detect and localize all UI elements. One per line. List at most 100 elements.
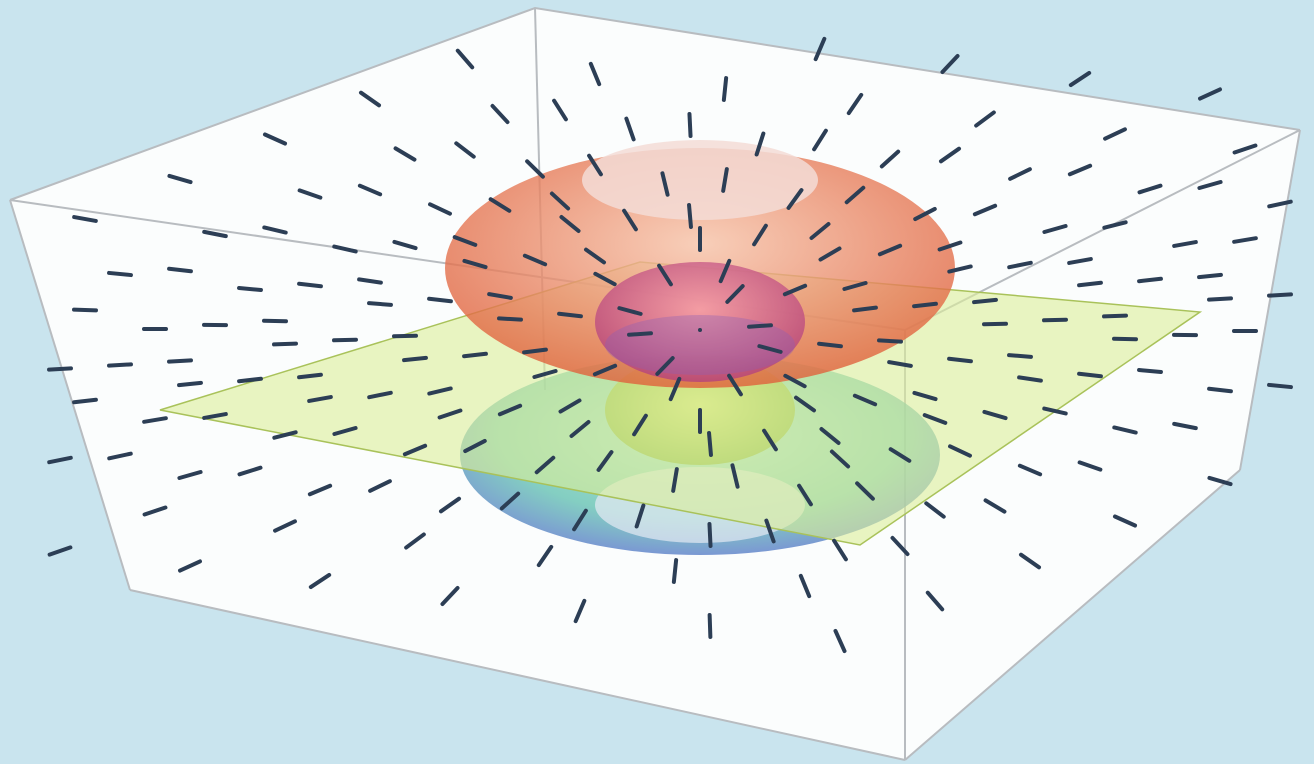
- arrow: [829, 449, 851, 469]
- arrow: [947, 264, 973, 274]
- arrow: [687, 203, 693, 229]
- arrow: [887, 360, 913, 368]
- arrow: [536, 544, 554, 568]
- arrow: [846, 92, 864, 116]
- arrow: [888, 447, 912, 463]
- arrow: [809, 221, 831, 241]
- arrow: [358, 90, 382, 108]
- arrow: [1068, 70, 1092, 88]
- arrow: [572, 508, 588, 532]
- arrow: [668, 376, 682, 402]
- arrow: [488, 197, 512, 213]
- arrow: [660, 171, 670, 197]
- arrow: [1077, 280, 1103, 288]
- arrow: [754, 131, 766, 157]
- arrow: [924, 501, 946, 519]
- arrow: [913, 206, 937, 222]
- arrow: [427, 386, 453, 396]
- arrow: [177, 469, 203, 481]
- arrow: [237, 465, 263, 477]
- arrow: [368, 479, 392, 493]
- arrow: [558, 398, 582, 414]
- arrow: [657, 263, 673, 287]
- arrow: [559, 215, 581, 233]
- arrow: [707, 522, 713, 548]
- arrow: [497, 403, 523, 417]
- arrow: [727, 373, 743, 397]
- arrow: [877, 338, 903, 344]
- arrow: [842, 280, 868, 292]
- arrow: [428, 202, 452, 216]
- upper-torus-hole: [582, 140, 818, 220]
- arrow: [1267, 382, 1293, 390]
- arrow: [569, 419, 591, 439]
- arrow: [721, 76, 729, 102]
- arrow: [940, 53, 960, 75]
- arrow: [262, 132, 288, 146]
- arrow: [593, 271, 617, 287]
- sphere-shadow: [605, 315, 795, 375]
- arrow: [786, 188, 804, 210]
- arrow: [1017, 463, 1043, 477]
- arrow: [1102, 313, 1128, 319]
- arrow: [1077, 371, 1103, 379]
- arrow: [272, 430, 298, 440]
- arrow: [1018, 552, 1042, 570]
- arrow: [1042, 223, 1068, 235]
- arrow: [532, 368, 558, 380]
- arrow: [671, 558, 679, 584]
- arrow: [1172, 421, 1198, 431]
- arrow: [367, 390, 393, 400]
- arrow: [782, 283, 808, 297]
- upper-sphere: [595, 262, 805, 382]
- arrow: [752, 223, 768, 247]
- arrow: [332, 425, 358, 437]
- arrow: [72, 215, 98, 223]
- arrow: [912, 301, 938, 309]
- arrow: [1007, 260, 1033, 270]
- arrow: [982, 409, 1008, 421]
- arrow: [307, 483, 333, 497]
- arrow: [1207, 475, 1233, 487]
- arrow: [890, 535, 910, 557]
- arrow: [707, 431, 713, 457]
- arrow: [573, 598, 587, 624]
- arrow: [818, 246, 842, 262]
- arrow: [549, 191, 571, 211]
- arrow: [1112, 514, 1138, 528]
- arrow: [497, 316, 523, 322]
- arrow: [107, 451, 133, 461]
- arrow: [1112, 425, 1138, 435]
- arrow: [972, 297, 998, 305]
- arrow: [490, 103, 510, 125]
- arrow: [308, 572, 332, 590]
- arrow: [627, 331, 653, 337]
- arrow: [392, 239, 418, 251]
- arrow: [262, 225, 288, 235]
- arrow: [1077, 460, 1103, 472]
- arrow: [393, 146, 417, 162]
- arrow: [622, 208, 638, 232]
- arrow: [463, 438, 487, 454]
- arrow: [438, 496, 462, 514]
- arrow: [402, 355, 428, 363]
- arrow: [1197, 272, 1223, 280]
- arrow: [974, 110, 996, 128]
- arrow: [764, 518, 776, 544]
- arrow: [1137, 183, 1163, 195]
- arrow: [1042, 317, 1068, 323]
- arrow: [584, 247, 606, 265]
- arrow: [794, 395, 816, 413]
- arrow: [687, 112, 693, 138]
- arrow: [879, 149, 901, 169]
- arrow: [588, 61, 602, 87]
- arrow: [499, 491, 521, 511]
- arrow: [1008, 167, 1032, 181]
- box-edge: [904, 469, 1241, 761]
- arrow: [297, 188, 323, 200]
- arrow: [634, 503, 646, 529]
- arrow: [202, 229, 228, 239]
- arrow: [617, 306, 643, 316]
